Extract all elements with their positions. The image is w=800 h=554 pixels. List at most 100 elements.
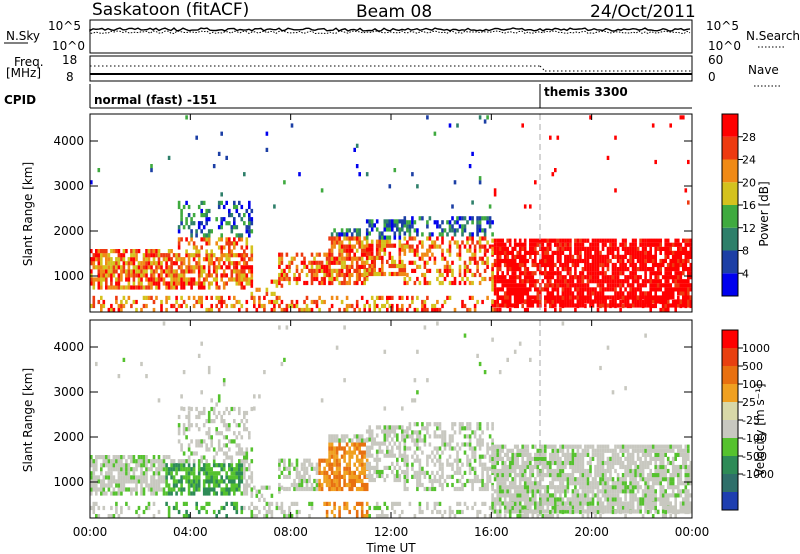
heatmap-cell <box>513 267 517 272</box>
heatmap-cell <box>391 295 394 300</box>
heatmap-cell <box>233 204 236 210</box>
heatmap-cell <box>616 452 620 457</box>
heatmap-cell <box>205 208 208 214</box>
heatmap-cell <box>145 261 148 266</box>
heatmap-cell <box>423 426 427 431</box>
heatmap-cell <box>210 471 213 476</box>
heatmap-cell <box>523 291 527 296</box>
heatmap-cell <box>222 423 226 428</box>
heatmap-cell <box>411 216 414 221</box>
heatmap-cell <box>584 250 587 255</box>
heatmap-cell <box>333 486 336 492</box>
heatmap-cell <box>310 280 314 286</box>
heatmap-cell <box>215 431 218 436</box>
heatmap-cell <box>493 250 497 255</box>
heatmap-cell <box>381 255 384 260</box>
heatmap-cell <box>210 307 213 313</box>
heatmap-cell <box>426 454 429 459</box>
heatmap-cell <box>634 254 637 259</box>
heatmap-cell <box>180 217 183 222</box>
heatmap-cell <box>375 251 379 256</box>
heatmap-cell <box>634 250 637 255</box>
heatmap-cell <box>551 485 555 490</box>
heatmap-cell <box>135 257 138 262</box>
heatmap-cell <box>619 262 622 268</box>
heatmap-cell <box>639 242 642 247</box>
heatmap-cell <box>383 441 387 446</box>
heatmap-cell <box>468 295 472 300</box>
heatmap-cell <box>561 291 565 296</box>
heatmap-cell <box>243 265 246 270</box>
heatmap-cell <box>606 489 610 494</box>
heatmap-cell <box>601 279 605 284</box>
heatmap-cell <box>220 303 223 309</box>
heatmap-cell <box>491 468 494 474</box>
heatmap-cell <box>225 253 228 258</box>
heatmap-cell <box>526 250 530 255</box>
heatmap-cell <box>523 464 527 470</box>
heatmap-cell <box>619 464 622 470</box>
heatmap-cell <box>135 273 138 278</box>
heatmap-cell <box>363 450 366 455</box>
heatmap-cell <box>511 303 514 308</box>
heatmap-cell <box>634 238 637 243</box>
heatmap-cell <box>162 475 166 480</box>
heatmap-cell <box>333 450 336 455</box>
heatmap-cell <box>594 291 597 296</box>
heatmap-cell <box>659 262 662 268</box>
heatmap-cell <box>606 254 610 259</box>
heatmap-cell <box>604 477 607 482</box>
heatmap-cell <box>498 481 502 486</box>
heatmap-cell <box>368 469 371 475</box>
heatmap-cell <box>343 454 346 459</box>
heatmap-cell <box>363 486 366 492</box>
heatmap-cell <box>591 262 595 268</box>
heatmap-cell <box>606 303 610 308</box>
heatmap-cell <box>243 269 246 274</box>
heatmap-cell <box>679 275 683 280</box>
heatmap-cell <box>438 244 442 249</box>
heatmap-cell <box>516 275 519 280</box>
heatmap-cell <box>601 254 605 259</box>
heatmap-cell <box>431 458 434 463</box>
heatmap-cell <box>423 307 427 313</box>
heatmap-cell <box>549 242 552 247</box>
heatmap-cell <box>606 262 610 268</box>
heatmap-cell <box>536 448 540 453</box>
heatmap-cell <box>250 501 254 506</box>
heatmap-cell <box>546 473 550 478</box>
heatmap-cell <box>541 452 545 457</box>
heatmap-cell <box>102 273 106 278</box>
heatmap-cell <box>624 242 627 247</box>
heatmap-cell <box>431 240 434 245</box>
heatmap-cell <box>202 491 206 496</box>
heatmap-cell <box>478 478 482 484</box>
heatmap-cell <box>601 473 605 478</box>
heatmap-cell <box>112 459 116 464</box>
heatmap-cell <box>536 279 540 284</box>
heatmap-cell <box>137 479 141 484</box>
heatmap-cell <box>488 244 492 249</box>
heatmap-cell <box>355 442 359 447</box>
heatmap-cell <box>235 241 239 246</box>
heatmap-cell <box>95 487 98 492</box>
heatmap-cell <box>508 267 512 272</box>
heatmap-cell <box>641 444 645 449</box>
heatmap-cell <box>491 250 494 255</box>
heatmap-cell <box>343 466 346 471</box>
heatmap-cell <box>556 287 560 292</box>
heatmap-cell <box>160 253 163 258</box>
heatmap-cell <box>416 244 419 249</box>
heatmap-cell <box>238 483 241 488</box>
heatmap-cell <box>634 287 637 292</box>
heatmap-cell <box>541 279 545 284</box>
heatmap-cell <box>629 262 632 268</box>
heatmap-cell <box>529 299 532 304</box>
heatmap-cell <box>370 445 374 450</box>
heatmap-cell <box>689 250 693 255</box>
heatmap-cell <box>160 273 163 278</box>
heatmap-cell <box>586 275 590 280</box>
heatmap-cell <box>375 449 379 454</box>
heatmap-cell <box>283 462 286 467</box>
heatmap-cell <box>363 482 366 488</box>
